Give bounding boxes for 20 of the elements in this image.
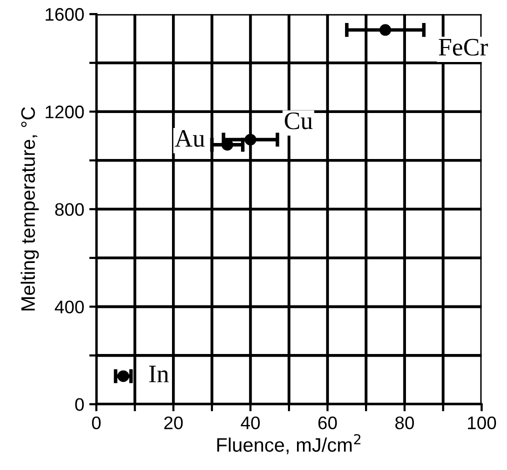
annotation: Au — [174, 130, 205, 147]
x-tick-label: 0 — [92, 416, 101, 430]
y-tick-label: 800 — [55, 203, 84, 216]
y-tick-label: 1200 — [46, 106, 84, 118]
x-tick-label: 60 — [318, 416, 337, 430]
y-tick-label: 1600 — [46, 8, 84, 21]
y-tick-label: 400 — [54, 300, 84, 314]
point — [117, 370, 130, 382]
annotation: FeCr — [438, 38, 488, 56]
x-tick-label: 100 — [468, 416, 496, 430]
point — [379, 24, 392, 36]
x-axis-title: Fluence, mJ/cm$^{2}$ — [217, 434, 360, 454]
y-axis-title: Melting temperature, °C — [20, 107, 39, 310]
annotation: Cu — [284, 112, 313, 130]
x-tick-label: 20 — [164, 416, 183, 430]
x-tick-label: 80 — [395, 416, 414, 430]
x-tick-label: 40 — [240, 416, 260, 430]
point — [244, 134, 256, 146]
annotation: In — [149, 366, 169, 382]
y-tick-label: 0 — [75, 398, 84, 411]
